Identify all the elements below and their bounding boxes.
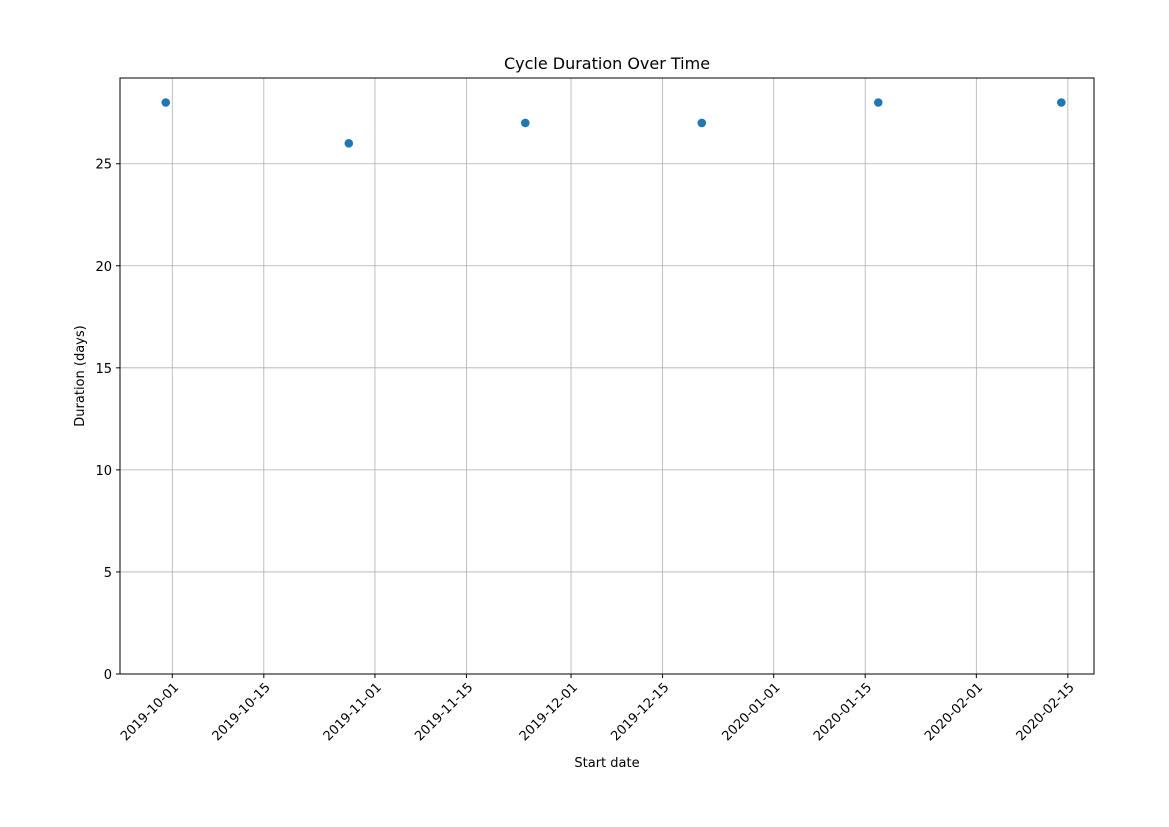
y-tick-label: 10	[95, 464, 112, 479]
y-axis-label: Duration (days)	[73, 325, 88, 426]
data-point	[520, 118, 530, 128]
y-tick-label: 0	[104, 668, 112, 683]
data-point	[344, 139, 354, 148]
data-point	[873, 98, 883, 107]
plot-area-frame	[119, 77, 1095, 675]
data-point	[697, 118, 707, 128]
chart-title: Cycle Duration Over Time	[504, 54, 710, 73]
y-tick-label: 25	[95, 158, 112, 173]
y-tick-label: 5	[104, 566, 112, 581]
x-axis-label: Start date	[574, 756, 639, 771]
data-point	[161, 98, 171, 107]
y-tick-label: 15	[95, 362, 112, 377]
data-point	[1057, 98, 1066, 107]
y-axis-ticks: 0 5 10 15 20 25	[95, 158, 120, 683]
y-tick-label: 20	[95, 260, 112, 275]
data-points	[161, 98, 1066, 148]
